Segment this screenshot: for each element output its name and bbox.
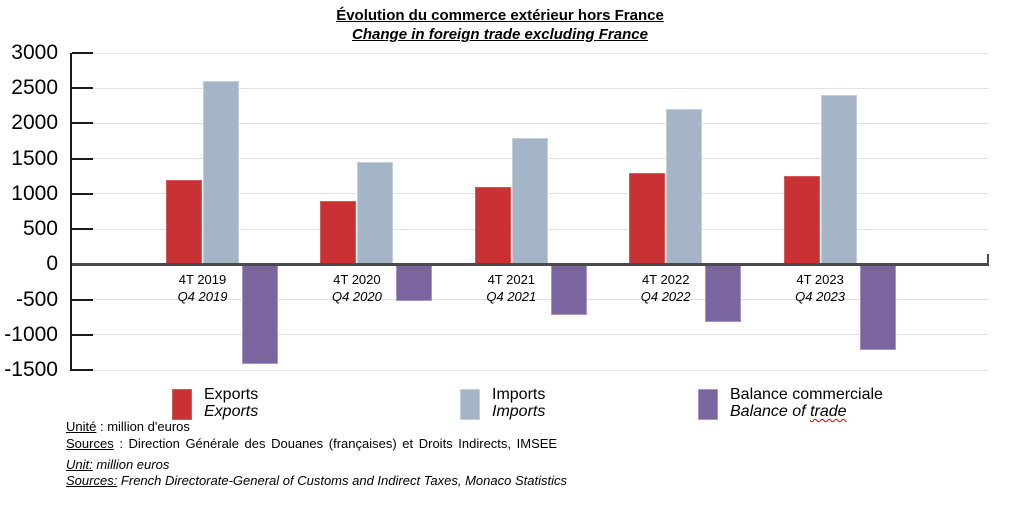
legend-swatch-exports bbox=[172, 389, 192, 420]
footer-unit-fr: Unité : million d'euros bbox=[66, 419, 190, 434]
legend-item-exports: Exports Exports bbox=[172, 386, 258, 420]
bar-exports-4T-2019 bbox=[166, 179, 202, 265]
bar-imports-4T-2020 bbox=[357, 162, 394, 265]
grid-line bbox=[72, 299, 989, 301]
bar-imports-4T-2021 bbox=[511, 137, 548, 265]
bar-balance-4T-2021 bbox=[550, 265, 587, 315]
category-label-fr: 4T 2020 bbox=[333, 272, 381, 288]
legend-label-balance-fr: Balance commerciale bbox=[730, 386, 883, 403]
y-axis-tick bbox=[72, 52, 93, 54]
y-tick-label: 0 bbox=[46, 252, 58, 276]
bar-imports-4T-2019 bbox=[203, 81, 239, 265]
legend-swatch-imports bbox=[460, 389, 480, 420]
y-axis-tick bbox=[72, 87, 93, 90]
y-tick-label: -1500 bbox=[4, 358, 58, 381]
category-label-fr: 4T 2021 bbox=[487, 272, 536, 288]
footer-sources-en: Sources: French Directorate-General of C… bbox=[66, 473, 567, 488]
category-label-en: Q4 2022 bbox=[640, 289, 691, 305]
y-tick-label: 500 bbox=[22, 217, 58, 241]
legend-item-balance: Balance commerciale Balance of trade bbox=[698, 386, 883, 420]
category-label: 4T 2021 Q4 2021 bbox=[486, 271, 536, 305]
bar-exports-4T-2022 bbox=[629, 172, 666, 265]
legend-swatch-balance bbox=[698, 389, 718, 420]
grid-line bbox=[72, 87, 989, 89]
category-label-fr: 4T 2019 bbox=[178, 272, 227, 288]
y-axis-tick bbox=[72, 192, 93, 195]
y-axis-tick bbox=[72, 157, 93, 160]
bar-balance-4T-2020 bbox=[396, 265, 433, 301]
bar-exports-4T-2023 bbox=[783, 176, 820, 265]
bar-balance-4T-2019 bbox=[242, 265, 278, 364]
legend-label-exports-en: Exports bbox=[204, 403, 259, 420]
category-label-en: Q4 2023 bbox=[795, 289, 846, 305]
y-tick-label: -500 bbox=[15, 287, 58, 311]
y-tick-label: 2000 bbox=[11, 111, 58, 135]
category-label: 4T 2023 Q4 2023 bbox=[795, 271, 845, 305]
category-label-fr: 4T 2022 bbox=[641, 272, 690, 288]
category-label: 4T 2019 Q4 2019 bbox=[178, 271, 228, 305]
bar-balance-4T-2023 bbox=[859, 265, 896, 350]
legend-label-exports-fr: Exports bbox=[204, 386, 259, 403]
spellcheck-squiggle: trade bbox=[810, 403, 847, 420]
category-label-en: Q4 2021 bbox=[486, 289, 537, 305]
y-tick-label: 1500 bbox=[11, 146, 58, 170]
y-tick-label: 1000 bbox=[11, 181, 58, 205]
title-block: Évolution du commerce extérieur hors Fra… bbox=[0, 7, 1000, 43]
category-label-en: Q4 2020 bbox=[331, 289, 382, 305]
y-axis-tick bbox=[72, 122, 93, 125]
bar-exports-4T-2021 bbox=[474, 186, 511, 265]
category-label-fr: 4T 2023 bbox=[796, 272, 844, 288]
category-label-en: Q4 2019 bbox=[177, 289, 228, 305]
zero-axis-line bbox=[72, 262, 989, 266]
y-tick-label: 3000 bbox=[11, 41, 58, 64]
legend-item-imports: Imports Imports bbox=[460, 386, 545, 420]
y-tick-label: -1000 bbox=[4, 322, 58, 346]
grid-line bbox=[72, 369, 989, 371]
legend-label-balance-en: Balance of trade bbox=[730, 403, 847, 420]
grid-line bbox=[72, 334, 989, 336]
footer-unit-en: Unit: million euros bbox=[66, 457, 170, 472]
bar-imports-4T-2022 bbox=[666, 109, 703, 265]
y-axis-tick bbox=[72, 228, 93, 231]
chart-title-en: Change in foreign trade excluding France bbox=[352, 26, 648, 43]
legend-label-imports-en: Imports bbox=[492, 403, 546, 420]
y-axis-tick bbox=[72, 298, 93, 301]
y-axis-line bbox=[70, 53, 72, 371]
category-label: 4T 2020 Q4 2020 bbox=[332, 271, 382, 305]
category-label: 4T 2022 Q4 2022 bbox=[641, 271, 691, 305]
y-axis-tick bbox=[72, 369, 93, 371]
zero-axis-end-tick bbox=[987, 253, 989, 264]
chart-title-fr: Évolution du commerce extérieur hors Fra… bbox=[336, 7, 664, 24]
bar-balance-4T-2022 bbox=[705, 265, 742, 322]
plot-area: 4T 2019 Q4 2019 4T 2020 Q4 2020 4T 2021 Q4 20… bbox=[70, 52, 989, 371]
y-axis-tick bbox=[72, 333, 93, 336]
bar-imports-4T-2023 bbox=[820, 95, 857, 265]
bar-exports-4T-2020 bbox=[320, 200, 357, 265]
grid-line bbox=[72, 122, 989, 124]
footer-sources-fr: Sources : Direction Générale des Douanes… bbox=[66, 436, 558, 451]
grid-line bbox=[72, 52, 989, 54]
y-tick-label: 2500 bbox=[11, 76, 58, 100]
legend-label-imports-fr: Imports bbox=[492, 386, 546, 403]
